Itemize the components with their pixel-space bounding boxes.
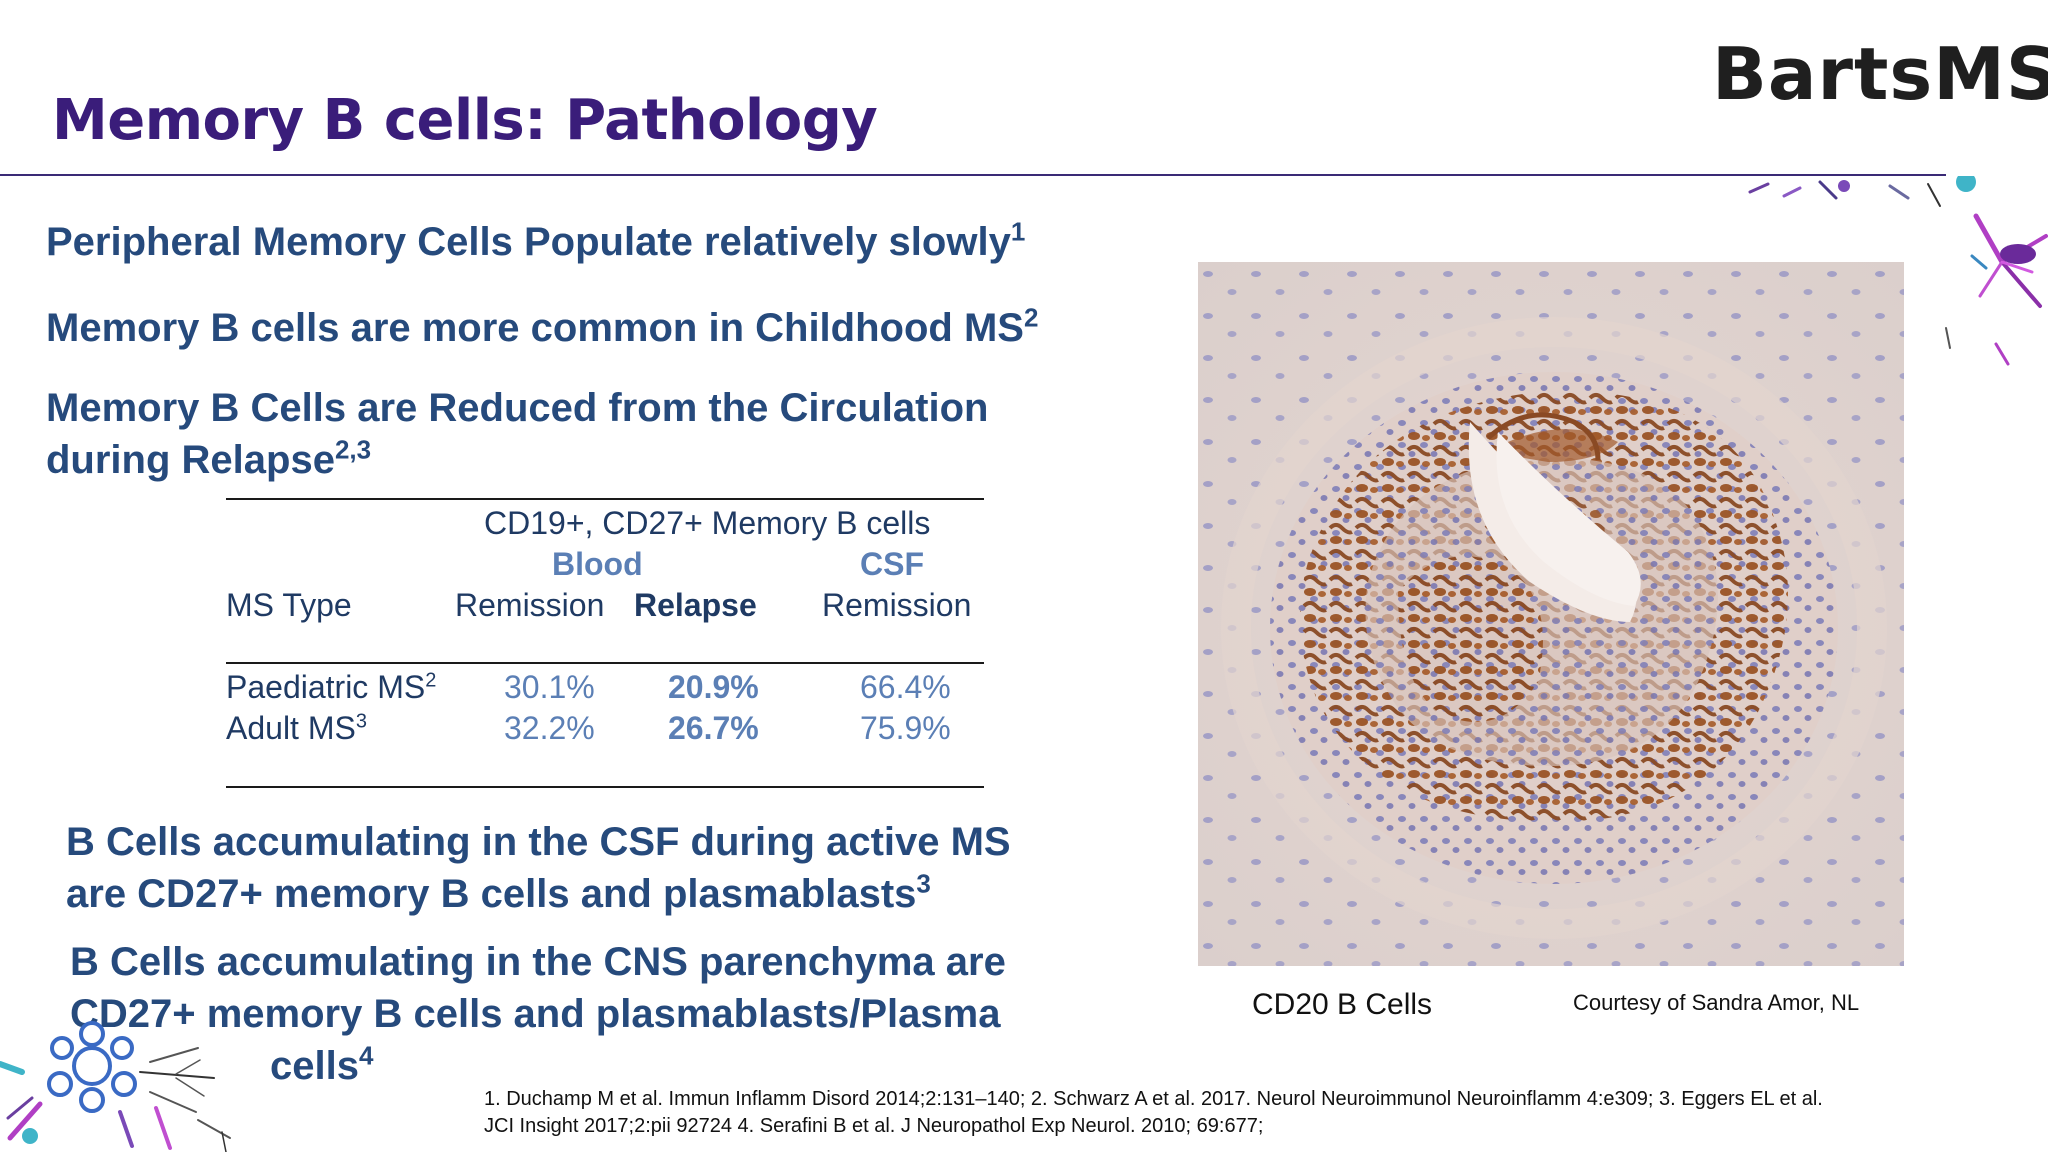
row-ms-type: Paediatric MS2 [226,669,437,705]
row-blood-relapse: 26.7% [668,710,759,746]
point-line-1: B Cells accumulating in the CSF during a… [66,820,1011,864]
references: 1. Duchamp M et al. Immun Inflamm Disord… [484,1086,1823,1140]
bartsms-logo: BartsMS [1712,32,2048,116]
citation-sup: 2 [1023,302,1039,333]
image-caption: CD20 B Cells [1252,988,1433,1021]
cell-illustration-bottom-left [0,1021,231,1152]
citation-sup: 1 [1010,216,1026,247]
table-header-rule [226,662,984,664]
row-blood-relapse: 20.9% [668,669,759,705]
slide-title: Memory B cells: Pathology [52,88,878,153]
point-csf-accumulation: B Cells accumulating in the CSF during a… [66,816,1011,920]
point-line-1: Memory B Cells are Reduced from the Circ… [46,386,989,430]
table-col-ms-type: MS Type [226,587,352,623]
table-blood-header: Blood [552,546,643,582]
table-csf-header: CSF [860,546,924,582]
cd20-histology-image [1198,262,1904,966]
table-col-blood-relapse: Relapse [634,587,757,623]
row-blood-remission: 32.2% [504,710,595,746]
table-top-rule [226,498,984,500]
row-csf-remission: 75.9% [860,710,951,746]
point-line-2: CD27+ memory B cells and plasmablasts/Pl… [70,992,1001,1036]
reference-line-2: JCI Insight 2017;2:pii 92724 4. Serafini… [484,1115,1264,1137]
citation-sup: 3 [916,868,931,899]
citation-sup: 2 [425,669,437,692]
cell-illustration-top-right [1748,176,2048,366]
row-blood-remission: 30.1% [504,669,595,705]
citation-sup: 2,3 [334,434,372,465]
point-line-2: are CD27+ memory B cells and plasmablast… [66,868,931,916]
citation-sup: 3 [355,710,367,733]
point-childhood-ms: Memory B cells are more common in Childh… [46,302,1038,354]
table-group-header: CD19+, CD27+ Memory B cells [484,505,931,541]
histology-svg [1198,262,1904,966]
image-credit: Courtesy of Sandra Amor, NL [1573,990,1860,1015]
point-text: Peripheral Memory Cells Populate relativ… [46,220,1011,264]
point-line-2: during Relapse2,3 [46,434,372,482]
point-line-3: cells4 [270,1040,374,1088]
point-text: Memory B cells are more common in Childh… [46,306,1024,350]
point-reduced-circulation: Memory B Cells are Reduced from the Circ… [46,382,988,486]
point-line-1: B Cells accumulating in the CNS parenchy… [70,940,1006,984]
table-col-blood-remission: Remission [455,587,605,623]
point-cns-parenchyma: B Cells accumulating in the CNS parenchy… [70,936,1006,1092]
title-divider [0,174,1946,176]
point-peripheral-memory: Peripheral Memory Cells Populate relativ… [46,216,1025,268]
row-csf-remission: 66.4% [860,669,951,705]
table-bottom-rule [226,786,984,788]
table-col-csf-remission: Remission [822,587,972,623]
row-ms-type: Adult MS3 [226,710,367,746]
reference-line-1: 1. Duchamp M et al. Immun Inflamm Disord… [484,1088,1823,1110]
citation-sup: 4 [358,1040,374,1071]
